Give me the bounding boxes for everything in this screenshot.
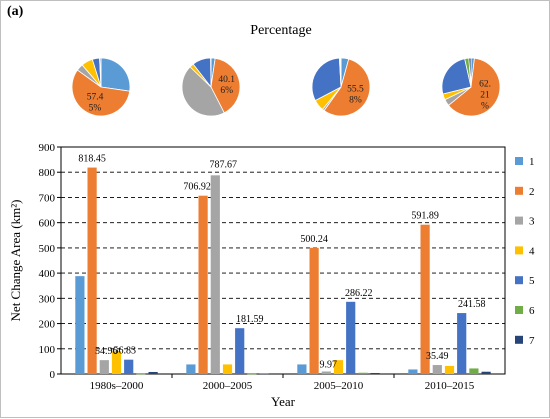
data-label-1: 818.45 — [78, 154, 106, 165]
legend-label-4: 4 — [529, 245, 535, 257]
bar-3-series-2 — [310, 248, 319, 374]
x-axis-title: Year — [271, 394, 296, 409]
bar-2-series-5 — [235, 328, 244, 374]
pie-4-label-line: 62. — [479, 80, 491, 90]
bar-4-series-7 — [482, 372, 491, 374]
legend-label-7: 7 — [529, 335, 535, 347]
legend-label-6: 6 — [529, 305, 535, 317]
x-tick-label-3: 2005–2010 — [314, 380, 364, 392]
pie-3-label-line: 8% — [349, 95, 362, 105]
legend-label-5: 5 — [529, 275, 535, 287]
bar-1-series-3 — [100, 360, 109, 374]
pie-1-label-line: 57.4 — [87, 92, 104, 102]
x-tick-label-2: 2000–2005 — [203, 380, 253, 392]
bar-2-series-2 — [199, 196, 208, 374]
bar-2-series-3 — [211, 175, 220, 374]
data-label-9: 286.22 — [345, 288, 373, 299]
bar-1-series-7 — [149, 372, 158, 374]
pie-1-label-line: 5% — [89, 103, 102, 113]
pie-4-label-line: % — [481, 102, 489, 112]
legend-label-3: 3 — [529, 216, 535, 228]
data-label-3: 56.83 — [113, 346, 136, 357]
bar-1-series-2 — [88, 168, 97, 374]
legend-swatch-4 — [515, 246, 523, 254]
y-tick-label-800: 800 — [39, 167, 56, 179]
y-tick-label-900: 900 — [39, 142, 56, 154]
data-label-7: 500.24 — [300, 234, 328, 245]
y-axis-title: Net Change Area (km²) — [8, 200, 23, 322]
y-tick-label-700: 700 — [39, 192, 56, 204]
bar-3-series-7 — [371, 373, 380, 374]
legend-swatch-1 — [515, 157, 523, 165]
bar-1-series-6 — [136, 374, 145, 375]
bar-1-series-5 — [124, 360, 133, 374]
bar-4-series-5 — [457, 313, 466, 374]
y-tick-label-200: 200 — [39, 319, 56, 331]
bar-4-series-4 — [445, 366, 454, 374]
data-label-12: 241.58 — [458, 299, 486, 310]
pie-4-label-line: 21 — [480, 91, 490, 101]
legend-swatch-6 — [515, 306, 523, 314]
bar-2-series-6 — [247, 374, 256, 375]
legend-swatch-3 — [515, 217, 523, 225]
pie-1-slice-1 — [101, 58, 130, 91]
legend-label-2: 2 — [529, 186, 535, 198]
bar-2-series-7 — [260, 374, 269, 375]
bar-2-series-1 — [186, 364, 195, 374]
plot-frame — [61, 147, 505, 374]
bar-4-series-3 — [433, 365, 442, 374]
data-label-11: 35.49 — [426, 351, 449, 362]
y-tick-label-500: 500 — [39, 243, 56, 255]
y-tick-label-400: 400 — [39, 268, 56, 280]
x-tick-label-1: 1980s–2000 — [90, 380, 144, 392]
legend-swatch-7 — [515, 336, 523, 344]
legend-swatch-5 — [515, 276, 523, 284]
pie-3-label-line: 55.5 — [347, 84, 364, 94]
pie-2-label-line: 40.1 — [218, 75, 235, 85]
y-tick-label-0: 0 — [50, 369, 56, 381]
x-tick-label-4: 2010–2015 — [425, 380, 475, 392]
bar-1-series-1 — [75, 276, 84, 374]
pie-2-label-line: 6% — [220, 86, 233, 96]
legend-swatch-2 — [515, 187, 523, 195]
legend-label-1: 1 — [529, 156, 535, 168]
data-label-5: 787.67 — [210, 159, 238, 170]
data-label-8: 9.97 — [320, 360, 338, 371]
y-tick-label-300: 300 — [39, 293, 56, 305]
bar-3-series-5 — [346, 302, 355, 374]
bar-3-series-1 — [297, 364, 306, 374]
bar-3-series-3 — [322, 371, 331, 374]
data-label-10: 591.89 — [411, 211, 439, 222]
data-label-6: 181.59 — [236, 314, 264, 325]
y-tick-label-600: 600 — [39, 218, 56, 230]
bar-3-series-6 — [358, 373, 367, 374]
y-tick-label-100: 100 — [39, 344, 56, 356]
bar-2-series-4 — [223, 364, 232, 374]
bar-4-series-1 — [408, 369, 417, 374]
data-label-4: 706.92 — [183, 182, 211, 193]
bar-4-series-6 — [469, 368, 478, 374]
